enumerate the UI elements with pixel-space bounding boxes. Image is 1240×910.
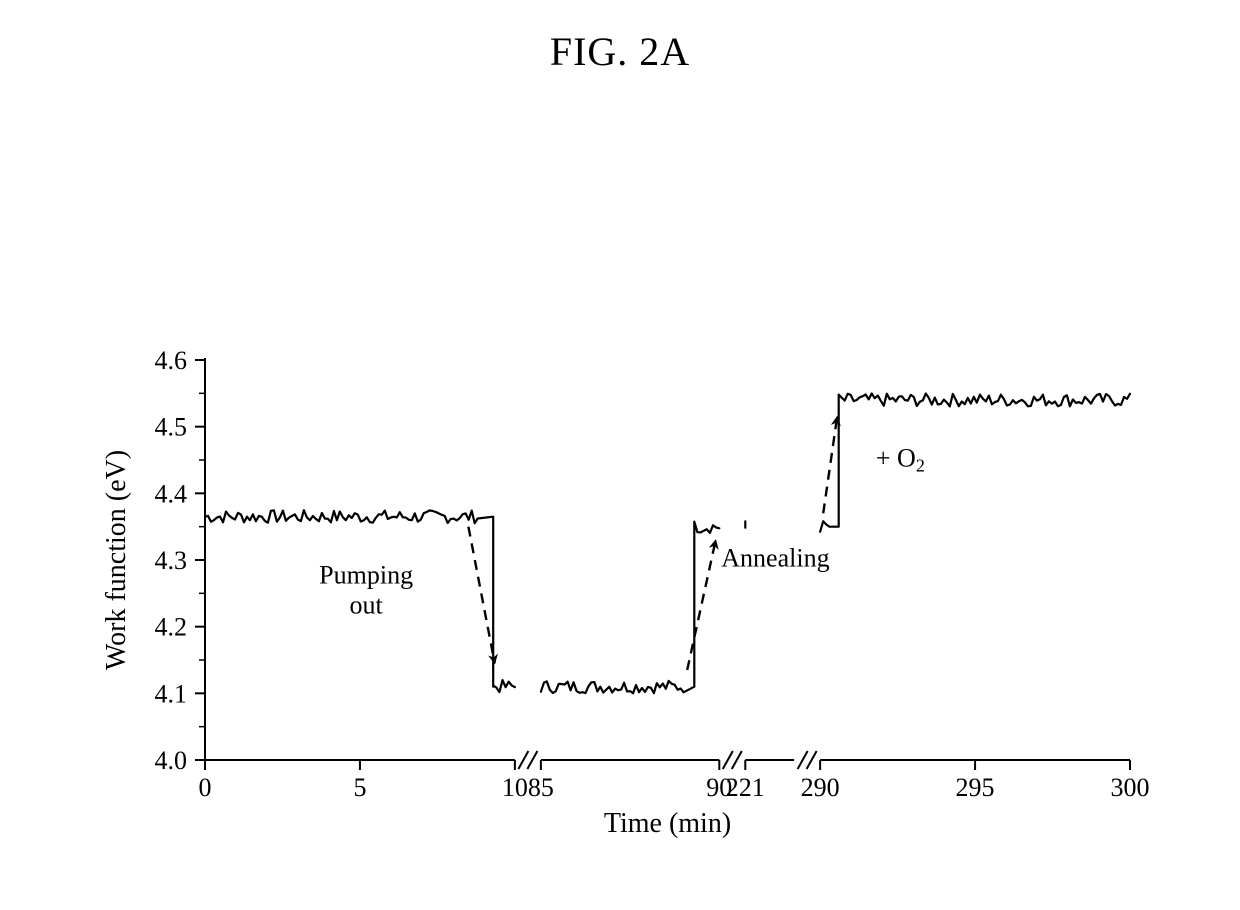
svg-text:295: 295 bbox=[956, 773, 995, 802]
annotation-arrow bbox=[823, 417, 837, 514]
svg-text:4.5: 4.5 bbox=[155, 413, 188, 442]
annotation-label: out bbox=[350, 590, 384, 619]
annotation-label: Annealing bbox=[721, 544, 829, 573]
svg-text:4.6: 4.6 bbox=[155, 346, 188, 375]
annotation-arrow bbox=[687, 540, 716, 670]
svg-text:4.3: 4.3 bbox=[155, 546, 188, 575]
y-axis-label: Work function (eV) bbox=[101, 450, 132, 670]
svg-text:85: 85 bbox=[528, 773, 554, 802]
svg-text:4.2: 4.2 bbox=[155, 613, 188, 642]
annotation-label: Pumping bbox=[319, 560, 413, 589]
annotation-label: + O2 bbox=[876, 444, 925, 476]
annotation-arrow bbox=[468, 527, 494, 664]
svg-text:0: 0 bbox=[199, 773, 212, 802]
figure-title: FIG. 2A bbox=[0, 0, 1240, 75]
svg-text:221: 221 bbox=[726, 773, 765, 802]
svg-text:4.1: 4.1 bbox=[155, 679, 188, 708]
svg-text:4.4: 4.4 bbox=[155, 479, 188, 508]
work-function-chart: 4.04.14.24.34.44.54.60510859022129029530… bbox=[90, 340, 1150, 860]
svg-text:10: 10 bbox=[502, 773, 528, 802]
svg-text:300: 300 bbox=[1111, 773, 1150, 802]
data-trace bbox=[205, 394, 1130, 694]
svg-text:4.0: 4.0 bbox=[155, 746, 188, 775]
x-axis-label: Time (min) bbox=[604, 808, 731, 839]
svg-text:5: 5 bbox=[353, 773, 366, 802]
svg-text:290: 290 bbox=[801, 773, 840, 802]
